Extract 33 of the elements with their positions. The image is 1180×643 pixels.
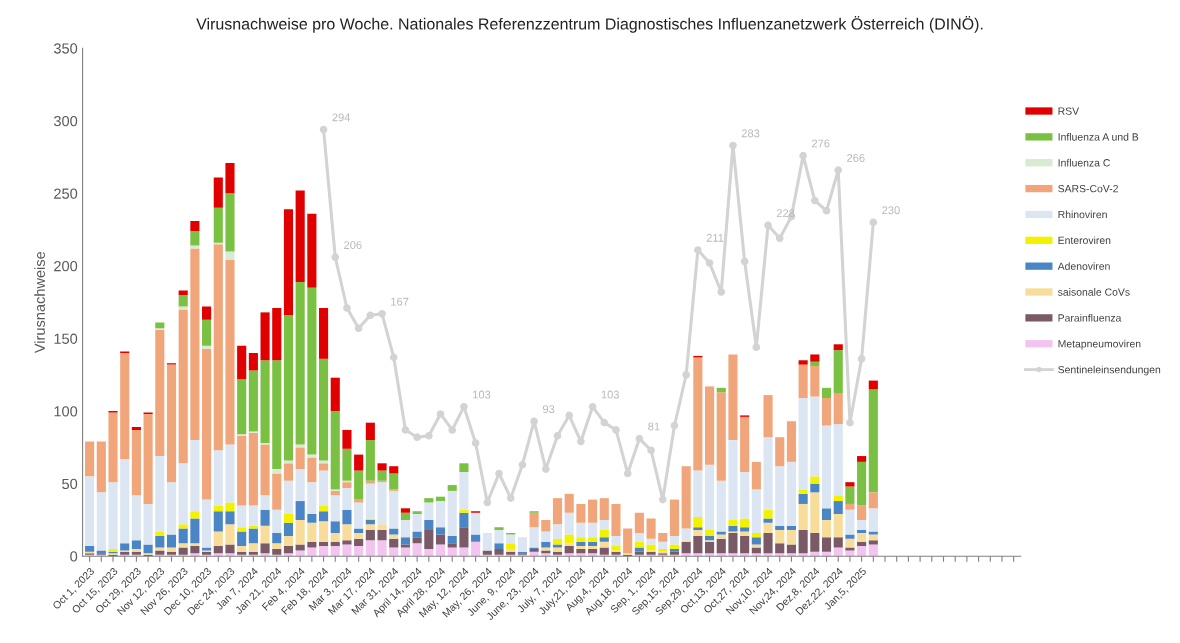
legend-label: Influenza C <box>1058 158 1110 167</box>
legend-label: Adenoviren <box>1057 262 1110 270</box>
y-tick-label: 250 <box>54 188 78 199</box>
y-tick-label: 350 <box>53 43 78 54</box>
legend-label: Influenza A und B <box>1058 132 1139 141</box>
y-tick-label: 0 <box>70 551 78 562</box>
y-tick-label: 100 <box>54 406 78 417</box>
data-label: 283 <box>741 129 760 138</box>
y-tick-label: 150 <box>54 333 78 344</box>
data-label: 266 <box>847 154 865 162</box>
y-tick-label: 50 <box>62 478 78 490</box>
legend-label: RSV <box>1058 107 1080 115</box>
legend-label: saisonale CoVs <box>1057 288 1130 296</box>
data-label: 211 <box>706 233 724 242</box>
data-label: 167 <box>391 297 409 306</box>
chart-title: Virusnachweise pro Woche. Nationales Referenzzentrum Diagnostisches Influenzanetzwerk Österreich (DINÖ). <box>196 16 983 33</box>
y-tick-label: 300 <box>53 115 78 127</box>
legend-label: SARS-CoV-2 <box>1058 184 1118 193</box>
data-label: 206 <box>344 241 362 249</box>
data-label: 230 <box>882 206 900 215</box>
y-axis-title: Virusnachweise <box>34 251 45 354</box>
legend-label: Metapneumoviren <box>1058 339 1141 350</box>
data-label: 103 <box>601 390 619 399</box>
data-label: 93 <box>542 405 555 413</box>
legend-label: Enteroviren <box>1058 236 1111 245</box>
legend-label: Rhinoviren <box>1058 210 1107 219</box>
data-label: 103 <box>473 390 491 399</box>
legend-label: Parainfluenza <box>1058 313 1122 322</box>
legend-label: Sentineleinsendungen <box>1058 365 1161 376</box>
data-label: 276 <box>812 139 830 148</box>
data-label: 294 <box>332 113 351 122</box>
y-tick-label: 200 <box>54 261 78 272</box>
data-label: 81 <box>648 422 660 431</box>
